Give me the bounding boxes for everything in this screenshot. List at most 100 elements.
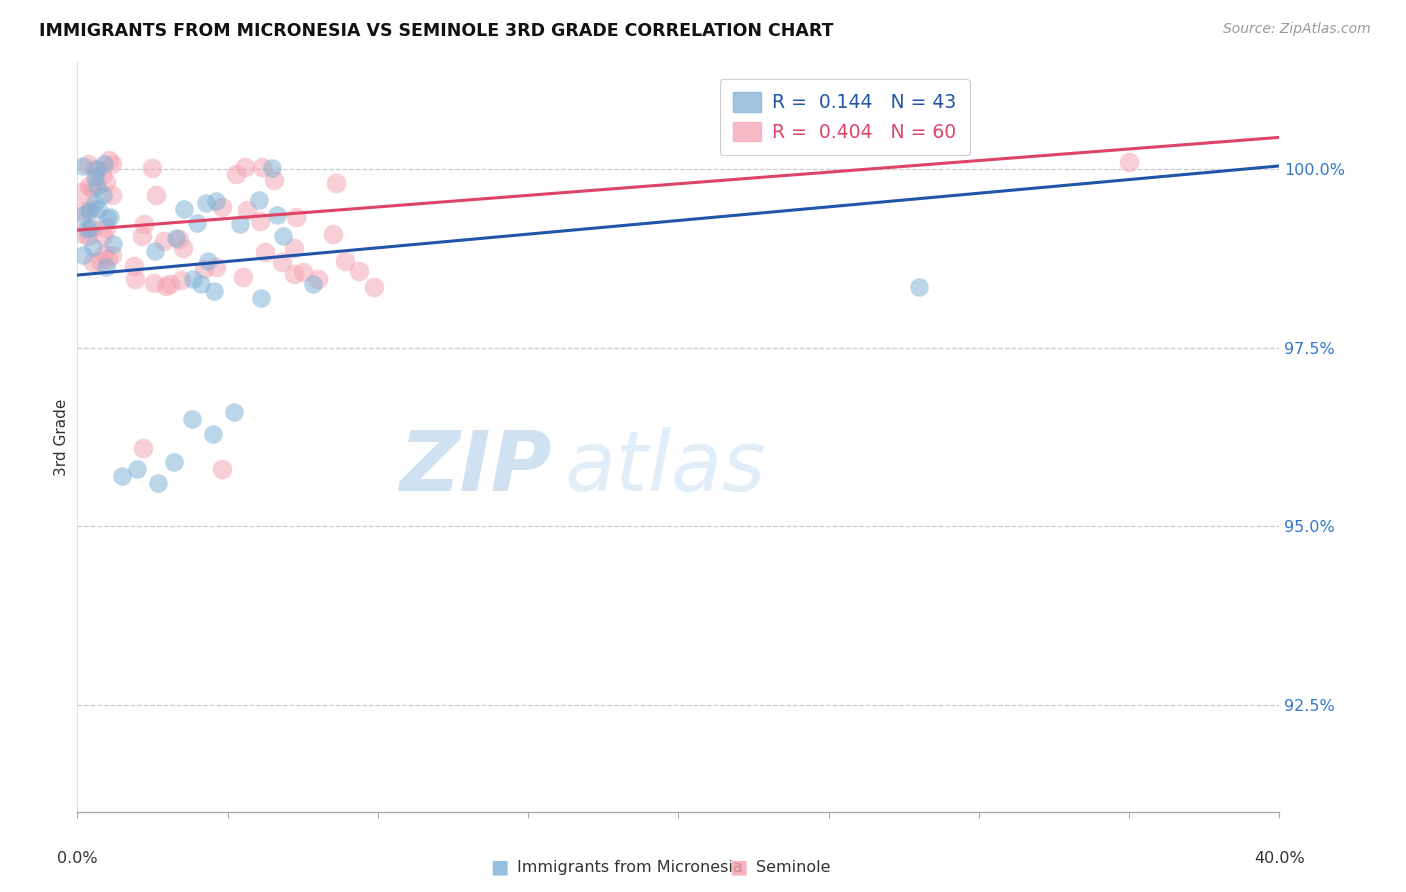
Point <box>93 247 115 261</box>
Point <box>76 222 98 236</box>
Point <box>250 160 273 174</box>
Point <box>162 455 184 469</box>
Point <box>167 232 190 246</box>
Y-axis label: 3rd Grade: 3rd Grade <box>53 399 69 475</box>
Point <box>101 248 124 262</box>
Point <box>204 260 226 275</box>
Point <box>180 412 202 426</box>
Point <box>143 276 166 290</box>
Point <box>363 280 385 294</box>
Text: ■: ■ <box>728 857 748 877</box>
Point <box>82 240 104 254</box>
Point <box>79 201 101 215</box>
Point <box>101 236 124 251</box>
Text: Source: ZipAtlas.com: Source: ZipAtlas.com <box>1223 22 1371 37</box>
Point <box>229 217 252 231</box>
Point <box>271 229 294 244</box>
Point <box>211 200 233 214</box>
Point <box>153 234 176 248</box>
Point <box>249 214 271 228</box>
Point <box>254 244 277 259</box>
Point <box>83 196 105 211</box>
Text: atlas: atlas <box>564 426 766 508</box>
Point <box>307 272 329 286</box>
Point <box>233 160 256 174</box>
Point <box>93 157 115 171</box>
Point <box>124 271 146 285</box>
Point <box>86 161 108 176</box>
Text: Immigrants from Micronesia: Immigrants from Micronesia <box>517 860 744 874</box>
Point <box>111 469 134 483</box>
Point <box>87 202 110 216</box>
Point <box>79 221 101 235</box>
Point <box>194 196 217 211</box>
Point <box>236 202 259 217</box>
Point <box>232 269 254 284</box>
Point <box>77 204 100 219</box>
Point <box>193 262 215 277</box>
Point <box>181 272 204 286</box>
Point <box>91 188 114 202</box>
Point <box>225 167 247 181</box>
Text: ZIP: ZIP <box>399 426 553 508</box>
Point <box>159 277 181 291</box>
Point <box>291 264 314 278</box>
Point <box>186 216 208 230</box>
Point <box>89 254 111 268</box>
Text: 40.0%: 40.0% <box>1254 851 1305 866</box>
Point <box>72 160 94 174</box>
Legend: R =  0.144   N = 43, R =  0.404   N = 60: R = 0.144 N = 43, R = 0.404 N = 60 <box>720 79 970 155</box>
Point <box>72 208 94 222</box>
Point <box>82 181 104 195</box>
Point <box>90 168 112 182</box>
Point <box>134 217 156 231</box>
Point <box>270 255 292 269</box>
Point <box>86 179 108 194</box>
Text: ■: ■ <box>489 857 509 877</box>
Point <box>72 247 94 261</box>
Point <box>247 193 270 207</box>
Point <box>122 259 145 273</box>
Point <box>301 277 323 291</box>
Point <box>70 185 93 199</box>
Point <box>347 263 370 277</box>
Point <box>197 253 219 268</box>
Point <box>77 179 100 194</box>
Text: 0.0%: 0.0% <box>58 851 97 866</box>
Text: IMMIGRANTS FROM MICRONESIA VS SEMINOLE 3RD GRADE CORRELATION CHART: IMMIGRANTS FROM MICRONESIA VS SEMINOLE 3… <box>39 22 834 40</box>
Point <box>69 226 91 240</box>
Point <box>141 161 163 175</box>
Point <box>169 273 191 287</box>
Point <box>172 242 194 256</box>
Point <box>333 254 356 268</box>
Point <box>322 227 344 241</box>
Point <box>96 211 118 225</box>
Point <box>908 280 931 294</box>
Point <box>94 260 117 274</box>
Point <box>211 462 233 476</box>
Point <box>100 157 122 171</box>
Point <box>84 169 107 184</box>
Point <box>131 229 153 244</box>
Point <box>148 476 170 491</box>
Point <box>204 194 226 209</box>
Point <box>94 175 117 189</box>
Point <box>201 426 224 441</box>
Point <box>249 291 271 305</box>
Point <box>82 255 104 269</box>
Point <box>190 277 212 291</box>
Point <box>97 153 120 167</box>
Point <box>284 210 307 224</box>
Point <box>283 241 305 255</box>
Point <box>132 441 155 455</box>
Point <box>222 405 245 419</box>
Point <box>155 279 177 293</box>
Point <box>94 221 117 235</box>
Point <box>127 462 149 476</box>
Point <box>266 208 288 222</box>
Point <box>145 244 167 259</box>
Point <box>100 210 122 224</box>
Point <box>1118 155 1140 169</box>
Point <box>80 220 103 235</box>
Point <box>101 187 124 202</box>
